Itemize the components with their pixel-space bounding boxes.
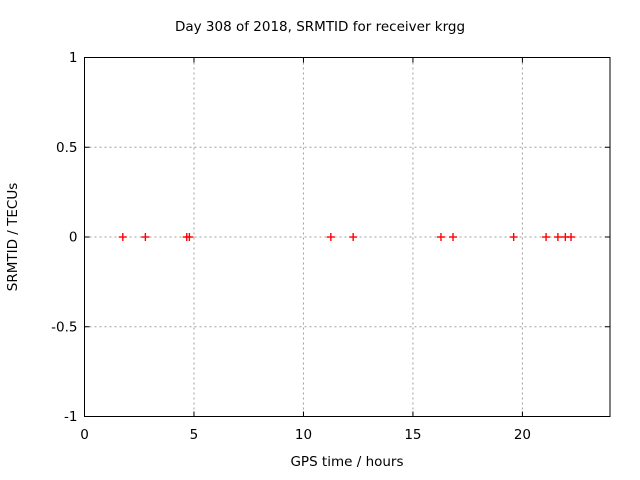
y-tick-label: 0.5 xyxy=(56,140,77,156)
x-tick-label: 5 xyxy=(190,427,199,443)
plot-border xyxy=(84,57,611,417)
x-axis-label: GPS time / hours xyxy=(290,454,404,470)
x-tick-label: 15 xyxy=(404,427,421,443)
chart-title: Day 308 of 2018, SRMTID for receiver krg… xyxy=(174,19,466,35)
y-tick-label: 0 xyxy=(69,230,78,246)
x-tick-label: 0 xyxy=(80,427,89,443)
x-tick-label: 10 xyxy=(295,427,312,443)
y-tick-label: -0.5 xyxy=(51,319,77,335)
y-tick-label: 1 xyxy=(69,50,78,66)
y-tick-label: -1 xyxy=(64,409,77,425)
x-tick-label: 20 xyxy=(514,427,531,443)
